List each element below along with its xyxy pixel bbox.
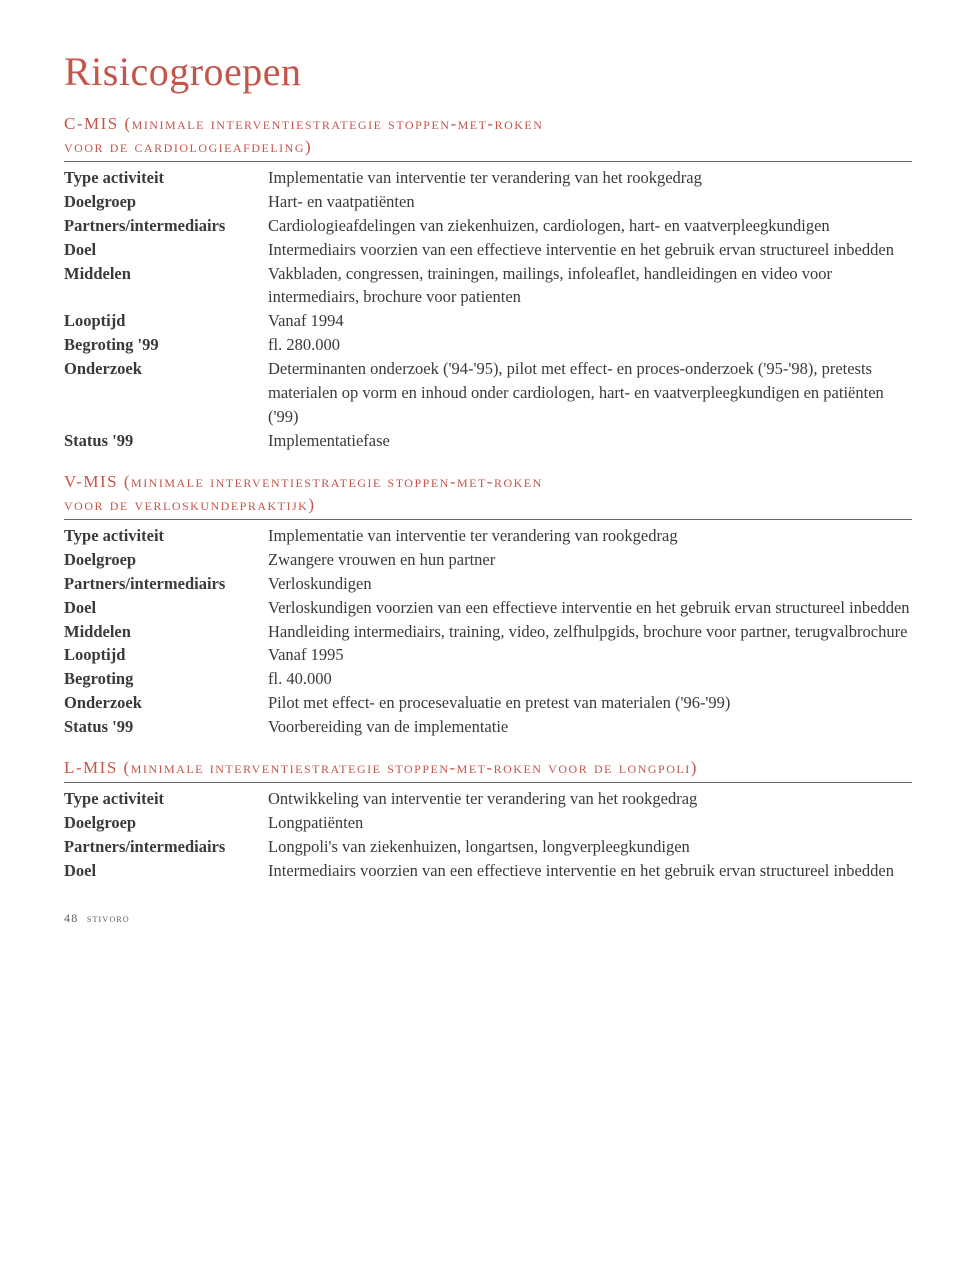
- row-value: Vanaf 1995: [268, 643, 912, 667]
- definition-row: Partners/intermediairsVerloskundigen: [64, 572, 912, 596]
- row-value: Cardiologieafdelingen van ziekenhuizen, …: [268, 214, 912, 238]
- row-label: Looptijd: [64, 309, 268, 333]
- section-title: V-MIS (minimale interventiestrategie sto…: [64, 471, 912, 517]
- row-label: Doel: [64, 238, 268, 262]
- definition-row: DoelgroepHart- en vaatpatiënten: [64, 190, 912, 214]
- row-label: Partners/intermediairs: [64, 572, 268, 596]
- definition-row: Partners/intermediairsCardiologieafdelin…: [64, 214, 912, 238]
- row-label: Onderzoek: [64, 691, 268, 715]
- section-title-line: V-MIS (minimale interventiestrategie sto…: [64, 472, 543, 491]
- row-value: Intermediairs voorzien van een effectiev…: [268, 859, 912, 883]
- row-label: Middelen: [64, 262, 268, 286]
- section-title: C-MIS (minimale interventiestrategie sto…: [64, 113, 912, 159]
- row-value: Voorbereiding van de implementatie: [268, 715, 912, 739]
- row-label: Looptijd: [64, 643, 268, 667]
- row-label: Type activiteit: [64, 787, 268, 811]
- row-label: Doelgroep: [64, 190, 268, 214]
- definition-row: LooptijdVanaf 1994: [64, 309, 912, 333]
- row-value: Vanaf 1994: [268, 309, 912, 333]
- definition-row: DoelgroepLongpatiënten: [64, 811, 912, 835]
- section-divider: [64, 519, 912, 520]
- row-label: Partners/intermediairs: [64, 835, 268, 859]
- definition-row: Status '99Voorbereiding van de implement…: [64, 715, 912, 739]
- section-title: L-MIS (minimale interventiestrategie sto…: [64, 757, 912, 780]
- row-label: Doel: [64, 859, 268, 883]
- section-title-line: voor de cardiologieafdeling): [64, 136, 912, 159]
- section-title-line: voor de verloskundepraktijk): [64, 494, 912, 517]
- row-label: Status '99: [64, 715, 268, 739]
- definition-row: DoelIntermediairs voorzien van een effec…: [64, 238, 912, 262]
- definition-row: MiddelenHandleiding intermediairs, train…: [64, 620, 912, 644]
- definition-row: DoelIntermediairs voorzien van een effec…: [64, 859, 912, 883]
- row-label: Status '99: [64, 429, 268, 453]
- definition-row: LooptijdVanaf 1995: [64, 643, 912, 667]
- row-value: Determinanten onderzoek ('94-'95), pilot…: [268, 357, 912, 429]
- row-label: Middelen: [64, 620, 268, 644]
- row-value: Zwangere vrouwen en hun partner: [268, 548, 912, 572]
- row-label: Onderzoek: [64, 357, 268, 381]
- row-label: Partners/intermediairs: [64, 214, 268, 238]
- definition-row: Begroting '99fl. 280.000: [64, 333, 912, 357]
- row-value: Implementatiefase: [268, 429, 912, 453]
- row-value: Longpoli's van ziekenhuizen, longartsen,…: [268, 835, 912, 859]
- row-value: Vakbladen, congressen, trainingen, maili…: [268, 262, 912, 310]
- definition-row: Type activiteitImplementatie van interve…: [64, 524, 912, 548]
- page-title: Risicogroepen: [64, 48, 912, 95]
- page-footer: 48 stivoro: [64, 911, 912, 926]
- row-label: Doel: [64, 596, 268, 620]
- row-value: Pilot met effect- en procesevaluatie en …: [268, 691, 912, 715]
- definition-row: DoelgroepZwangere vrouwen en hun partner: [64, 548, 912, 572]
- row-value: Implementatie van interventie ter verand…: [268, 166, 912, 190]
- row-value: Intermediairs voorzien van een effectiev…: [268, 238, 912, 262]
- row-label: Doelgroep: [64, 811, 268, 835]
- row-value: Handleiding intermediairs, training, vid…: [268, 620, 912, 644]
- row-label: Begroting: [64, 667, 268, 691]
- row-value: Implementatie van interventie ter verand…: [268, 524, 912, 548]
- definition-row: Begrotingfl. 40.000: [64, 667, 912, 691]
- row-value: Ontwikkeling van interventie ter verande…: [268, 787, 912, 811]
- section-divider: [64, 161, 912, 162]
- row-label: Type activiteit: [64, 524, 268, 548]
- row-value: Hart- en vaatpatiënten: [268, 190, 912, 214]
- definition-row: Type activiteitOntwikkeling van interven…: [64, 787, 912, 811]
- definition-row: Status '99Implementatiefase: [64, 429, 912, 453]
- footer-brand: stivoro: [87, 911, 130, 925]
- definition-row: MiddelenVakbladen, congressen, traininge…: [64, 262, 912, 310]
- row-value: Longpatiënten: [268, 811, 912, 835]
- definition-row: OnderzoekPilot met effect- en proceseval…: [64, 691, 912, 715]
- section-title-line: C-MIS (minimale interventiestrategie sto…: [64, 114, 543, 133]
- section-divider: [64, 782, 912, 783]
- footer-page-number: 48: [64, 911, 78, 925]
- section-title-line: L-MIS (minimale interventiestrategie sto…: [64, 758, 698, 777]
- definition-row: Type activiteitImplementatie van interve…: [64, 166, 912, 190]
- row-value: Verloskundigen: [268, 572, 912, 596]
- row-label: Type activiteit: [64, 166, 268, 190]
- row-label: Doelgroep: [64, 548, 268, 572]
- row-label: Begroting '99: [64, 333, 268, 357]
- definition-row: OnderzoekDeterminanten onderzoek ('94-'9…: [64, 357, 912, 429]
- definition-row: Partners/intermediairsLongpoli's van zie…: [64, 835, 912, 859]
- row-value: fl. 280.000: [268, 333, 912, 357]
- row-value: Verloskundigen voorzien van een effectie…: [268, 596, 912, 620]
- definition-row: DoelVerloskundigen voorzien van een effe…: [64, 596, 912, 620]
- row-value: fl. 40.000: [268, 667, 912, 691]
